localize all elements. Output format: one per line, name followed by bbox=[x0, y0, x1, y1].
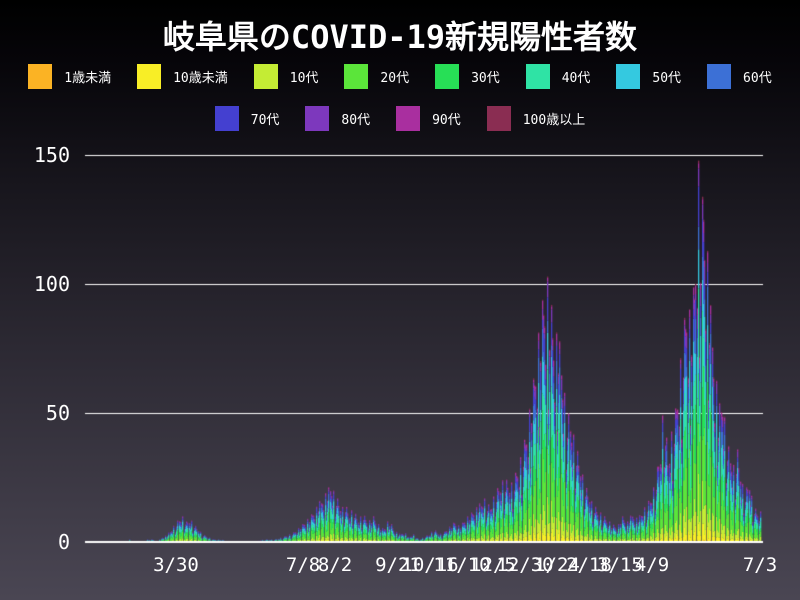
x-tick-label-4/9: 4/9 bbox=[634, 554, 670, 576]
x-tick-label-7/8: 7/8 bbox=[285, 554, 321, 576]
x-tick-label-3/15: 3/15 bbox=[597, 554, 643, 576]
x-tick-label-3/30: 3/30 bbox=[153, 554, 199, 576]
x-tick-label-9/21: 9/21 bbox=[375, 554, 421, 576]
x-tick-label-11/10: 11/10 bbox=[433, 554, 491, 576]
y-tick-label-50: 50 bbox=[45, 401, 70, 426]
x-tick-label-12/5: 12/5 bbox=[470, 554, 516, 576]
y-tick-label-100: 100 bbox=[33, 272, 70, 297]
x-tick-label-2/18: 2/18 bbox=[566, 554, 612, 576]
x-tick-label-7/3: 7/3 bbox=[742, 554, 778, 576]
y-tick-label-0: 0 bbox=[57, 530, 70, 554]
x-tick-label-10/16: 10/16 bbox=[401, 554, 459, 576]
x-tick-label-12/30: 12/30 bbox=[496, 554, 554, 576]
x-tick-label-8/2: 8/2 bbox=[317, 554, 353, 576]
x-tick-label-1/24: 1/24 bbox=[534, 554, 580, 576]
y-tick-label-150: 150 bbox=[33, 143, 70, 168]
